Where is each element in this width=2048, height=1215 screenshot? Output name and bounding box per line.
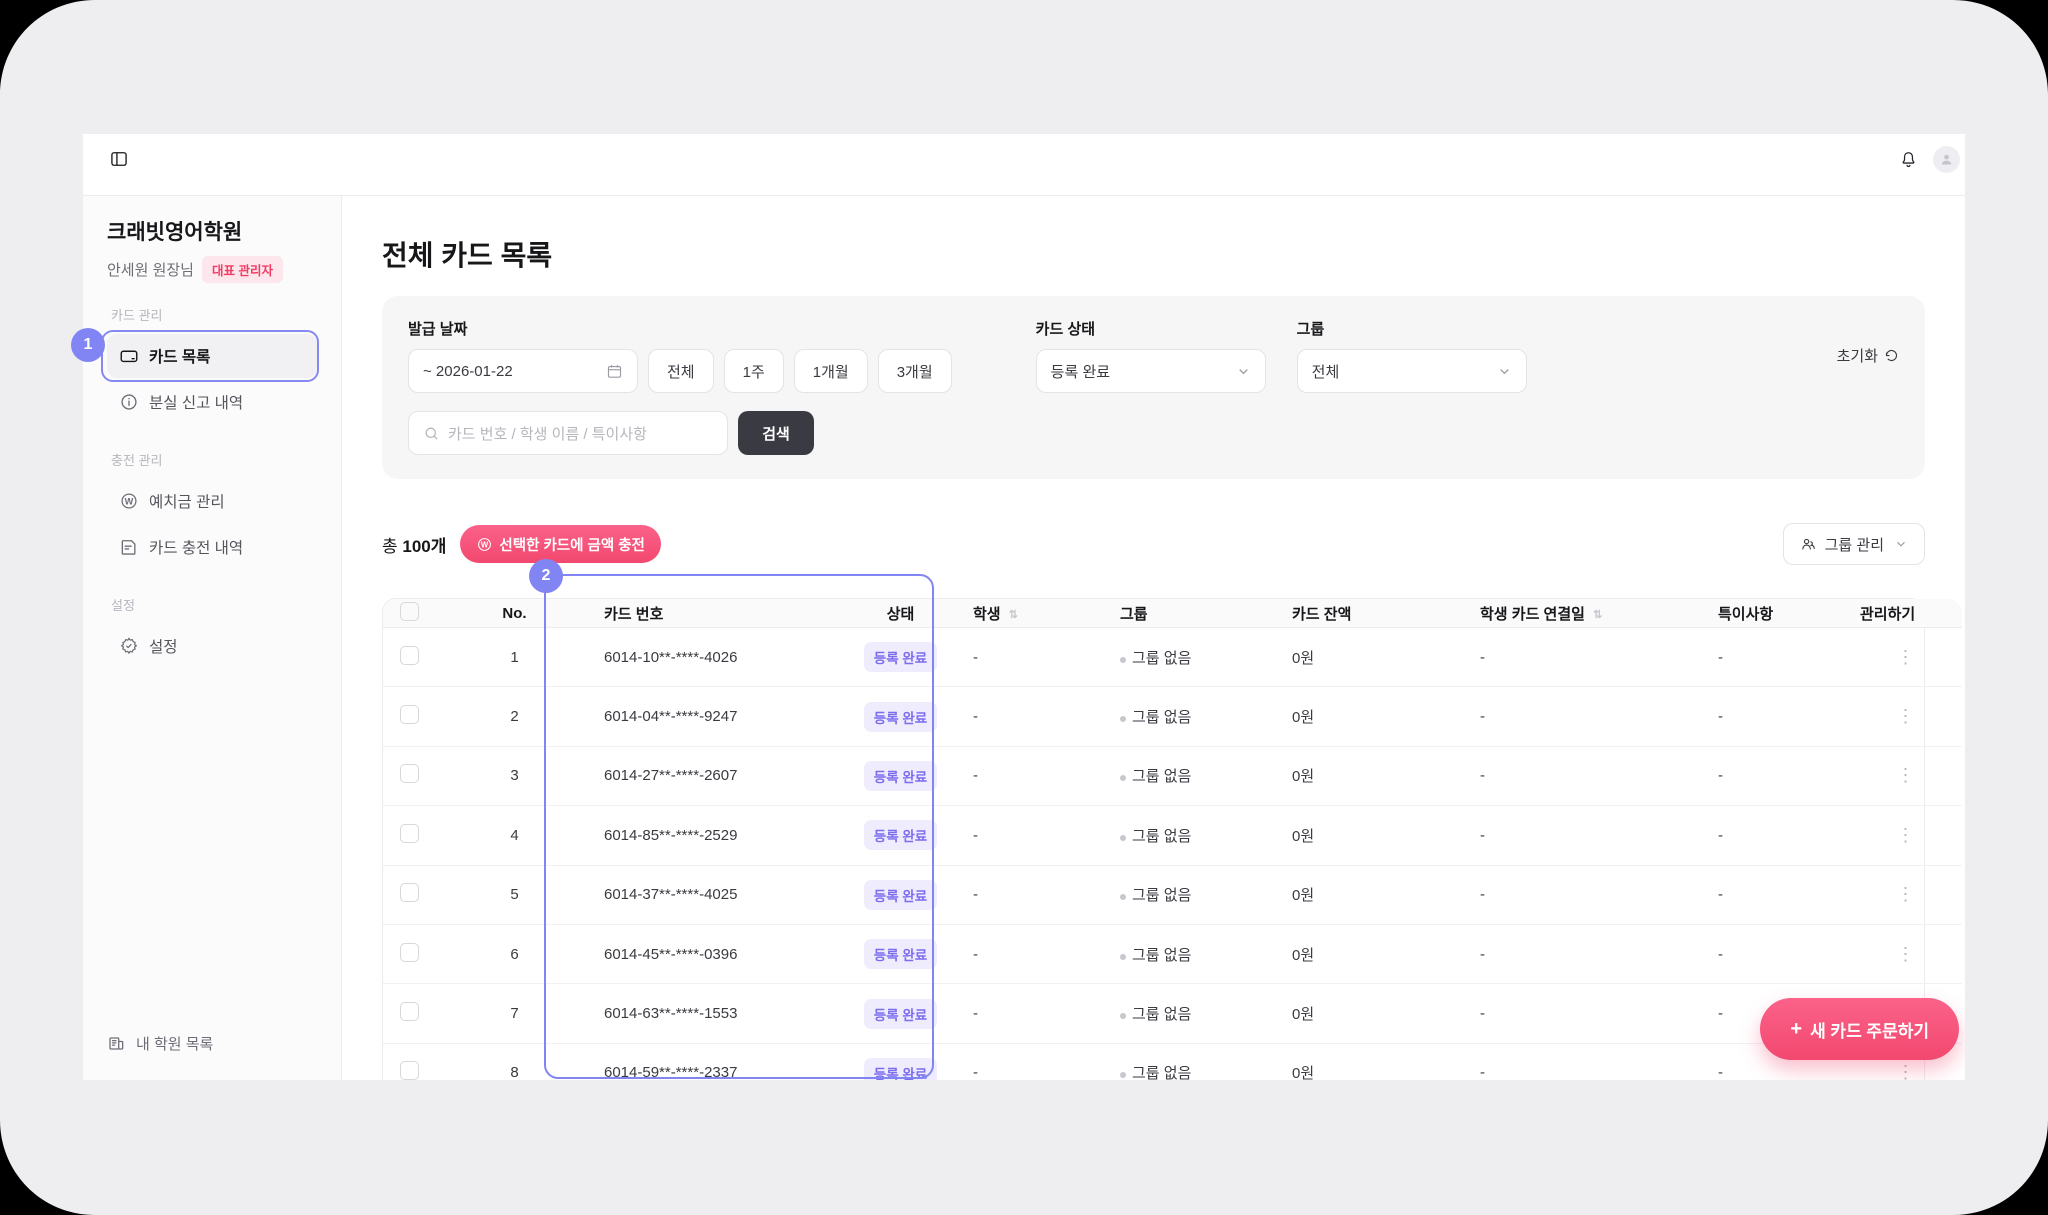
svg-text:W: W [125,497,134,507]
svg-text:W: W [481,540,489,549]
